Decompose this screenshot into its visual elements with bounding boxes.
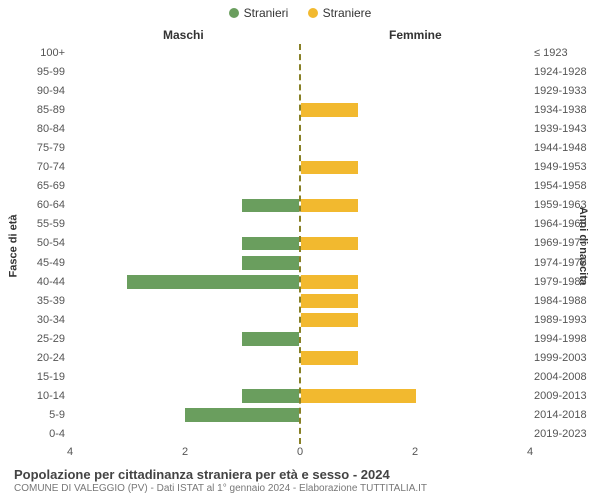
- bar-female: [301, 275, 358, 289]
- birth-year-label: 1994-1998: [534, 330, 598, 349]
- chart-row: 95-991924-1928: [70, 63, 530, 82]
- legend-item-male: Stranieri: [229, 6, 289, 20]
- age-label: 65-69: [10, 177, 65, 196]
- chart-row: 80-841939-1943: [70, 120, 530, 139]
- chart-row: 10-142009-2013: [70, 387, 530, 406]
- birth-year-label: 1944-1948: [534, 139, 598, 158]
- age-label: 70-74: [10, 158, 65, 177]
- chart-row: 20-241999-2003: [70, 349, 530, 368]
- legend-swatch-female: [308, 8, 318, 18]
- legend: Stranieri Straniere: [0, 6, 600, 21]
- bar-male: [242, 332, 299, 346]
- age-label: 10-14: [10, 387, 65, 406]
- bar-female: [301, 294, 358, 308]
- birth-year-label: 1924-1928: [534, 63, 598, 82]
- footer-title: Popolazione per cittadinanza straniera p…: [14, 467, 586, 482]
- age-label: 95-99: [10, 63, 65, 82]
- age-label: 45-49: [10, 254, 65, 273]
- chart-row: 35-391984-1988: [70, 292, 530, 311]
- chart-footer: Popolazione per cittadinanza straniera p…: [14, 467, 586, 494]
- bar-male: [127, 275, 299, 289]
- birth-year-label: 2009-2013: [534, 387, 598, 406]
- birth-year-label: 1999-2003: [534, 349, 598, 368]
- bar-female: [301, 351, 358, 365]
- age-label: 50-54: [10, 234, 65, 253]
- chart-row: 40-441979-1983: [70, 273, 530, 292]
- x-axis-ticks: 4 2 0 2 4: [70, 446, 530, 466]
- birth-year-label: 2019-2023: [534, 425, 598, 444]
- birth-year-label: 1929-1933: [534, 82, 598, 101]
- chart-row: 0-42019-2023: [70, 425, 530, 444]
- birth-year-label: 2014-2018: [534, 406, 598, 425]
- bar-female: [301, 103, 358, 117]
- birth-year-label: 1964-1968: [534, 215, 598, 234]
- birth-year-label: 1954-1958: [534, 177, 598, 196]
- birth-year-label: 2004-2008: [534, 368, 598, 387]
- column-title-female: Femmine: [389, 28, 442, 42]
- birth-year-label: 1974-1978: [534, 254, 598, 273]
- bar-male: [242, 389, 299, 403]
- bar-female: [301, 199, 358, 213]
- x-tick-label: 0: [297, 446, 303, 458]
- bar-male: [242, 199, 299, 213]
- age-label: 30-34: [10, 311, 65, 330]
- bar-female: [301, 313, 358, 327]
- bar-female: [301, 237, 358, 251]
- bar-female: [301, 161, 358, 175]
- age-label: 20-24: [10, 349, 65, 368]
- chart-row: 25-291994-1998: [70, 330, 530, 349]
- x-tick-label: 4: [67, 446, 73, 458]
- legend-swatch-male: [229, 8, 239, 18]
- birth-year-label: 1969-1973: [534, 234, 598, 253]
- chart-row: 75-791944-1948: [70, 139, 530, 158]
- age-label: 0-4: [10, 425, 65, 444]
- column-title-male: Maschi: [163, 28, 204, 42]
- chart-row: 60-641959-1963: [70, 196, 530, 215]
- birth-year-label: ≤ 1923: [534, 44, 598, 63]
- age-label: 5-9: [10, 406, 65, 425]
- age-label: 35-39: [10, 292, 65, 311]
- legend-item-female: Straniere: [308, 6, 372, 20]
- age-label: 80-84: [10, 120, 65, 139]
- bar-male: [185, 408, 300, 422]
- legend-label-female: Straniere: [323, 6, 372, 20]
- age-label: 60-64: [10, 196, 65, 215]
- birth-year-label: 1949-1953: [534, 158, 598, 177]
- age-label: 85-89: [10, 101, 65, 120]
- birth-year-label: 1984-1988: [534, 292, 598, 311]
- age-label: 90-94: [10, 82, 65, 101]
- chart-row: 55-591964-1968: [70, 215, 530, 234]
- birth-year-label: 1939-1943: [534, 120, 598, 139]
- chart-row: 50-541969-1973: [70, 234, 530, 253]
- age-label: 75-79: [10, 139, 65, 158]
- footer-subtitle: COMUNE DI VALEGGIO (PV) - Dati ISTAT al …: [14, 483, 586, 494]
- age-label: 100+: [10, 44, 65, 63]
- bar-male: [242, 256, 299, 270]
- birth-year-label: 1979-1983: [534, 273, 598, 292]
- chart-row: 85-891934-1938: [70, 101, 530, 120]
- chart-row: 100+≤ 1923: [70, 44, 530, 63]
- chart-row: 70-741949-1953: [70, 158, 530, 177]
- chart-row: 15-192004-2008: [70, 368, 530, 387]
- chart-row: 5-92014-2018: [70, 406, 530, 425]
- bar-female: [301, 389, 416, 403]
- plot-area: 100+≤ 192395-991924-192890-941929-193385…: [70, 44, 530, 444]
- chart-row: 30-341989-1993: [70, 311, 530, 330]
- chart-row: 45-491974-1978: [70, 254, 530, 273]
- birth-year-label: 1989-1993: [534, 311, 598, 330]
- chart-row: 65-691954-1958: [70, 177, 530, 196]
- x-tick-label: 2: [182, 446, 188, 458]
- age-label: 15-19: [10, 368, 65, 387]
- age-label: 40-44: [10, 273, 65, 292]
- birth-year-label: 1959-1963: [534, 196, 598, 215]
- x-tick-label: 2: [412, 446, 418, 458]
- population-pyramid-chart: Stranieri Straniere Maschi Femmine Fasce…: [0, 0, 600, 500]
- age-label: 55-59: [10, 215, 65, 234]
- chart-row: 90-941929-1933: [70, 82, 530, 101]
- birth-year-label: 1934-1938: [534, 101, 598, 120]
- legend-label-male: Stranieri: [244, 6, 289, 20]
- age-label: 25-29: [10, 330, 65, 349]
- x-tick-label: 4: [527, 446, 533, 458]
- bar-male: [242, 237, 299, 251]
